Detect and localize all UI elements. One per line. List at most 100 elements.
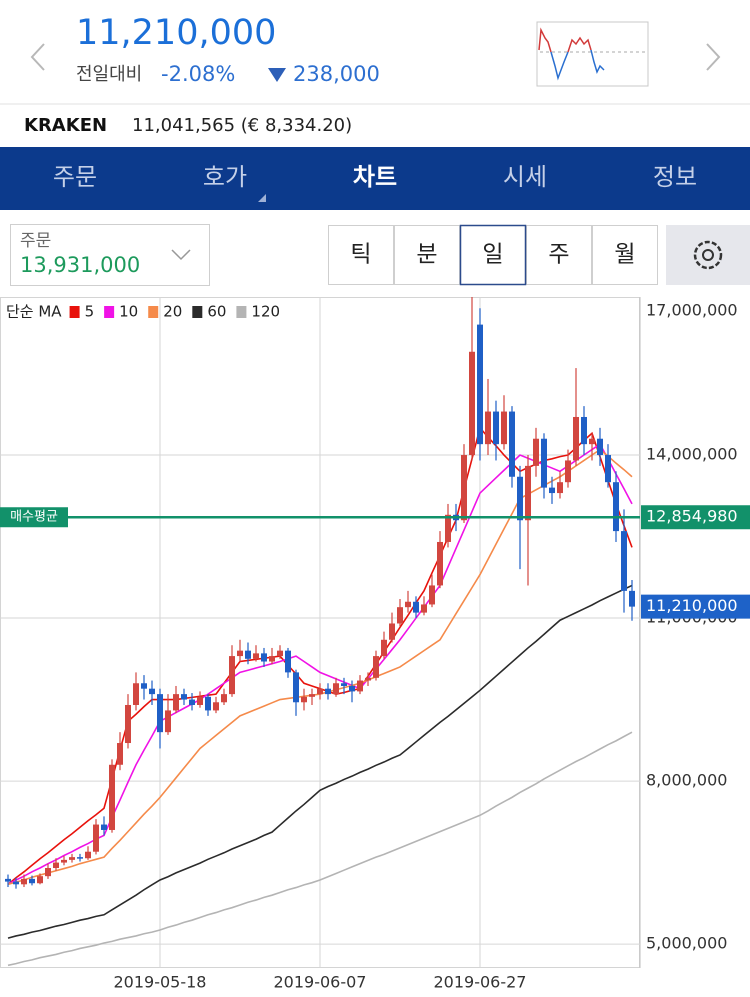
ma-line	[7, 731, 633, 967]
candle-body	[141, 683, 147, 689]
legend-swatch	[192, 306, 203, 318]
prev-arrow[interactable]	[30, 43, 45, 71]
candle-body	[597, 438, 603, 456]
legend-label: 120	[251, 303, 280, 321]
period-label[interactable]: 틱	[350, 242, 371, 268]
candle-body	[173, 694, 179, 711]
candle-body	[485, 411, 491, 445]
candle-body	[325, 688, 331, 695]
candle-body	[181, 694, 187, 700]
period-label[interactable]: 주	[548, 242, 569, 268]
candle-body	[365, 677, 371, 681]
last-price-box	[641, 594, 750, 619]
candle-body	[309, 694, 315, 697]
candle-body	[197, 696, 203, 705]
price: 11,210,000	[76, 13, 276, 53]
legend-label: 20	[163, 303, 182, 321]
candle-body	[533, 438, 539, 466]
candle-body	[37, 876, 43, 884]
candle-body	[117, 743, 123, 765]
legend-label: 60	[207, 303, 226, 321]
candle-body	[541, 438, 547, 488]
x-tick-label: 2019-06-07	[274, 973, 367, 992]
candle-body	[205, 696, 211, 711]
candle-body	[349, 685, 355, 692]
tab[interactable]: 정보	[653, 163, 697, 191]
candle-body	[77, 857, 83, 859]
x-tick-label: 2019-05-18	[114, 973, 207, 992]
gear	[693, 240, 723, 270]
candle-body	[125, 704, 131, 744]
exchange: KRAKEN	[24, 115, 107, 136]
settings-bg[interactable]	[666, 225, 750, 285]
sparkline-up	[567, 36, 592, 53]
period-button[interactable]	[460, 225, 526, 285]
avg-label: 매수평균	[10, 510, 58, 525]
candle-body	[405, 601, 411, 608]
legend-swatch	[104, 306, 115, 318]
candle-body	[437, 541, 443, 586]
candle-body	[5, 878, 11, 882]
legend-label: 10	[119, 303, 138, 321]
order-value: 13,931,000	[20, 253, 140, 277]
period-label[interactable]: 분	[416, 242, 437, 268]
period-button[interactable]	[592, 225, 658, 285]
candle-body	[61, 859, 67, 863]
period-label[interactable]: 일	[482, 242, 503, 268]
candle-body	[477, 324, 483, 445]
candle-body	[85, 851, 91, 859]
ma-line	[7, 584, 633, 939]
candle-body	[429, 585, 435, 605]
y-tick-label: 17,000,000	[646, 301, 738, 320]
change-amount: 238,000	[293, 62, 380, 86]
candle-body	[149, 688, 155, 695]
candle-body	[221, 694, 227, 703]
candle-body	[493, 411, 499, 445]
candle-body	[621, 531, 627, 591]
candle-body	[93, 824, 99, 852]
candle-body	[525, 465, 531, 521]
tab[interactable]: 호가	[203, 163, 247, 191]
candle-body	[341, 683, 347, 686]
candle-body	[21, 878, 27, 885]
x-tick-label: 2019-06-27	[434, 973, 527, 992]
period-button[interactable]	[328, 225, 394, 285]
change-pct: -2.08%	[161, 62, 235, 86]
exchange-quote: 11,041,565 (€ 8,334.20)	[132, 115, 352, 136]
order-label: 주문	[20, 231, 51, 251]
candle-body	[373, 656, 379, 678]
order-dropdown	[171, 249, 191, 261]
candle-body	[29, 878, 35, 884]
candle-body	[109, 764, 115, 830]
tab[interactable]: 시세	[503, 163, 547, 191]
candle-body	[557, 482, 563, 494]
y-tick-label: 8,000,000	[646, 771, 727, 790]
period-selected	[459, 224, 527, 286]
sparkline-down	[550, 51, 569, 81]
sparkline-down	[590, 49, 605, 75]
candle-body	[285, 650, 291, 673]
y-tick-label: 14,000,000	[646, 445, 738, 464]
candle-body	[549, 487, 555, 494]
tab[interactable]: 차트	[353, 163, 397, 191]
period-button[interactable]	[526, 225, 592, 285]
period-button[interactable]	[394, 225, 460, 285]
candle-body	[237, 650, 243, 657]
legend-swatch	[69, 306, 80, 318]
settings-button[interactable]	[666, 225, 750, 285]
candle-body	[397, 607, 403, 624]
candle-body	[277, 650, 283, 657]
avg-label-box	[0, 507, 68, 528]
candle-body	[589, 438, 595, 445]
candle-body	[133, 683, 139, 705]
candle-body	[389, 623, 395, 640]
candle-body	[565, 460, 571, 483]
tab[interactable]: 주문	[53, 163, 97, 191]
candle-body	[509, 411, 515, 477]
candle-body	[69, 857, 75, 860]
candle-body	[293, 672, 299, 703]
candle-body	[517, 476, 523, 521]
period-label[interactable]: 월	[614, 242, 635, 268]
next-arrow[interactable]	[706, 43, 721, 71]
